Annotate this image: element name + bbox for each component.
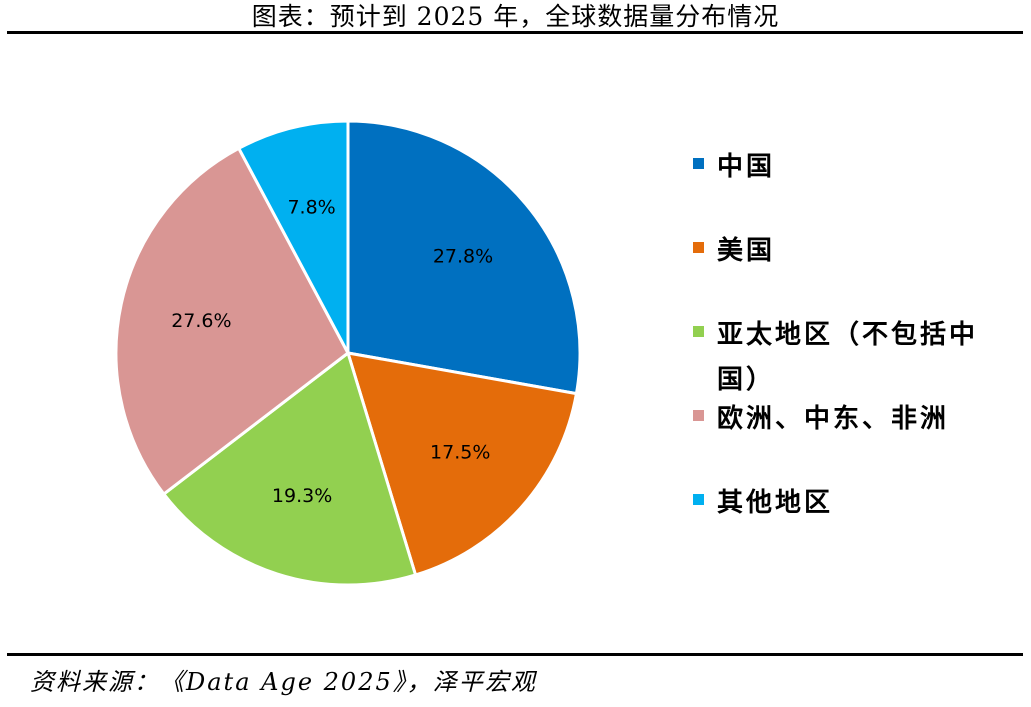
pie-slice-other [237,119,350,355]
legend-item-usa: 美国 [693,229,993,274]
legend-label: 欧洲、中东、非洲 [717,404,950,434]
pie-value-label-china: 27.8% [433,246,493,268]
bottom-rule [7,653,1023,656]
legend-item-apac: 亚太地区（不包括中国） [693,313,993,403]
source-note: 资料来源：《Data Age 2025》，泽平宏观 [30,668,537,696]
chart-title: 图表：预计到 2025 年，全球数据量分布情况 [251,2,780,31]
legend-label: 其他地区 [717,488,834,518]
pie-value-label-apac: 19.3% [272,485,332,507]
legend-item-other: 其他地区 [693,481,993,526]
legend-label: 美国 [717,236,776,266]
legend-swatch [693,410,704,421]
pie-slice-usa [346,351,578,577]
pie-value-label-other: 7.8% [287,197,335,219]
pie-value-label-usa: 17.5% [430,442,490,464]
legend-swatch [693,494,704,505]
legend-swatch [693,326,704,337]
legend-label: 亚太地区（不包括中国） [717,320,979,395]
pie-slice-emea [114,146,350,496]
pie-value-label-emea: 27.6% [171,310,231,332]
pie-slice-apac [162,351,418,587]
legend-item-emea: 欧洲、中东、非洲 [693,397,993,442]
pie-value-labels: 27.8% 17.5% 19.3% 27.6% 7.8% [171,197,493,507]
legend-swatch [693,158,704,169]
legend-swatch [693,242,704,253]
legend-label: 中国 [717,152,776,182]
top-rule [7,31,1023,34]
legend-item-china: 中国 [693,145,993,190]
pie-slice-china [346,119,582,396]
pie-slices [114,119,582,587]
